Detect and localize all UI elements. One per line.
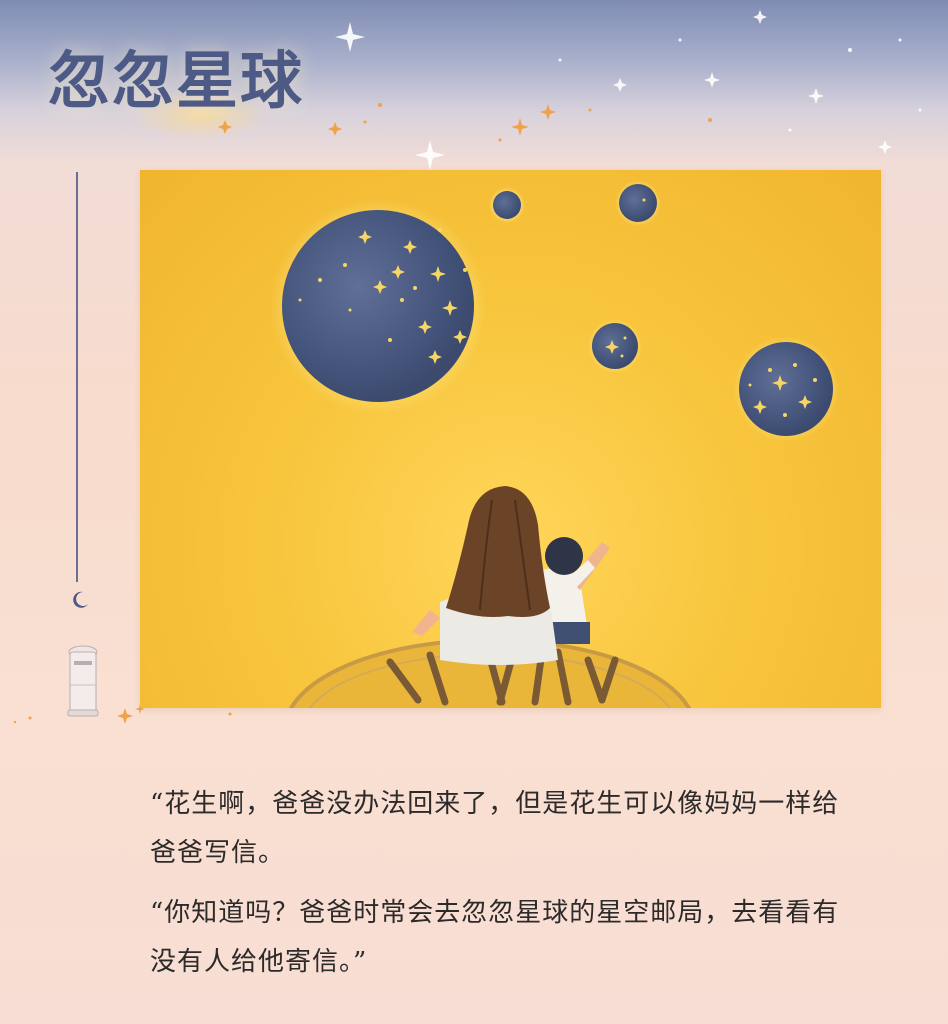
story-illustration (140, 170, 881, 708)
small-planet-1 (489, 187, 525, 223)
mother-and-child (412, 486, 610, 665)
sky-stars-decoration (218, 10, 922, 170)
small-planet-3 (588, 319, 642, 373)
small-planet-2 (615, 180, 661, 226)
page-title: 忽忽星球 (48, 44, 305, 117)
medium-planet (733, 336, 839, 442)
large-planet (270, 198, 486, 414)
mailbox-icon (67, 645, 99, 717)
story-paragraph-1: “花生啊，爸爸没办法回来了，但是花生可以像妈妈一样给爸爸写信。 (150, 789, 840, 868)
title-glow (130, 90, 270, 140)
crescent-moon-icon (73, 591, 88, 608)
timeline-line (76, 172, 78, 582)
ground-stars-decoration (13, 704, 232, 724)
story-paragraph-2: “你知道吗？爸爸时常会去忽忽星球的星空邮局，去看看有没有人给他寄信。” (150, 898, 840, 977)
